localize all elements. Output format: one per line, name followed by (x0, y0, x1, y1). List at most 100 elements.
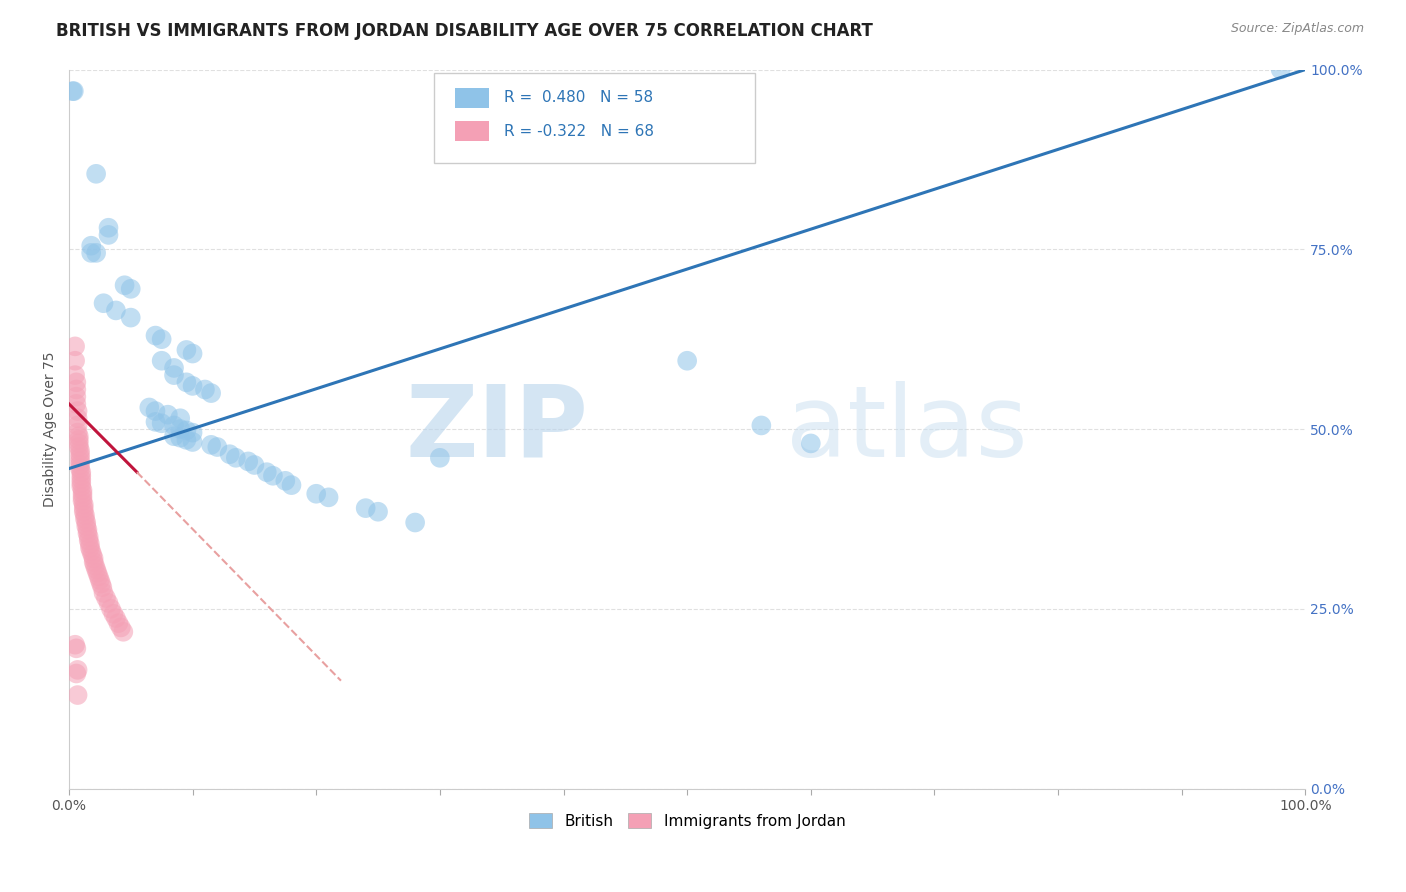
Point (225, 450, 247, 465)
Point (75, 519, 97, 533)
Point (63, 84, 86, 98)
Point (66, 425, 89, 440)
Point (89, 573, 111, 587)
Point (70, 472, 93, 486)
Point (67, 436, 90, 450)
Text: Source: ZipAtlas.com: Source: ZipAtlas.com (1230, 22, 1364, 36)
Point (80, 246, 103, 260)
Point (218, 447, 240, 461)
Point (72, 483, 94, 498)
Point (150, 417, 173, 431)
Text: R =  0.480   N = 58: R = 0.480 N = 58 (505, 90, 654, 105)
Point (66, 418, 89, 433)
Legend: British, Immigrants from Jordan: British, Immigrants from Jordan (523, 806, 852, 835)
Point (84, 246, 107, 260)
Point (70, 468, 93, 483)
FancyBboxPatch shape (433, 73, 755, 163)
Point (69, 450, 91, 465)
Point (83, 551, 105, 566)
Point (676, 353, 699, 368)
Point (318, 491, 340, 505)
Point (65, 641, 87, 656)
Point (84, 167, 107, 181)
Point (69, 454, 91, 468)
Point (77, 533, 100, 548)
Point (91, 580, 114, 594)
Point (749, 418, 772, 433)
Point (156, 408, 179, 422)
Point (63, 368, 86, 383)
Point (112, 624, 135, 639)
Point (65, 390, 87, 404)
Point (69, 461, 91, 475)
Point (163, 418, 186, 433)
Point (80, 544, 103, 558)
Point (73, 498, 96, 512)
Point (305, 487, 328, 501)
Point (72, 487, 94, 501)
Point (243, 458, 266, 472)
Point (83, 555, 105, 569)
Point (76, 526, 98, 541)
Point (69, 443, 91, 458)
Point (76, 523, 98, 537)
Text: atlas: atlas (786, 381, 1028, 477)
Point (75, 516, 97, 530)
Point (63, 638, 86, 652)
Point (114, 278, 136, 293)
Point (176, 433, 198, 447)
Text: R = -0.322   N = 68: R = -0.322 N = 68 (505, 124, 654, 139)
Point (77, 530, 100, 544)
Point (66, 663, 89, 677)
Point (97, 596, 120, 610)
Point (207, 440, 229, 454)
Point (69, 447, 91, 461)
Point (120, 282, 142, 296)
Point (67, 440, 90, 454)
Point (66, 404, 89, 418)
Point (104, 611, 127, 625)
Point (67, 433, 90, 447)
Point (176, 343, 198, 357)
Y-axis label: Disability Age Over 75: Disability Age Over 75 (44, 351, 58, 507)
Point (176, 424, 198, 438)
Point (145, 404, 167, 418)
Point (169, 411, 191, 425)
Point (194, 383, 217, 397)
Point (67, 429, 90, 443)
Text: ZIP: ZIP (405, 381, 588, 477)
Point (200, 438, 222, 452)
Point (93, 586, 115, 600)
Point (79, 541, 101, 555)
Point (181, 434, 204, 449)
Point (181, 379, 204, 393)
Point (100, 601, 122, 615)
Point (169, 431, 191, 445)
Point (262, 468, 284, 483)
Point (181, 346, 204, 360)
Point (150, 332, 173, 346)
Point (65, 376, 87, 390)
Point (429, 450, 451, 465)
Point (256, 465, 278, 479)
Point (63, 339, 86, 353)
Point (97, 227, 120, 242)
Point (280, 478, 302, 492)
Point (65, 666, 87, 681)
FancyBboxPatch shape (454, 121, 489, 142)
Point (120, 310, 142, 325)
Point (800, 436, 823, 450)
Point (169, 422, 191, 436)
Point (354, 501, 377, 516)
Point (367, 505, 389, 519)
Point (80, 238, 103, 252)
Point (97, 220, 120, 235)
FancyBboxPatch shape (454, 87, 489, 108)
Point (145, 328, 167, 343)
Point (163, 360, 186, 375)
Point (82, 548, 104, 562)
Point (65, 397, 87, 411)
Text: BRITISH VS IMMIGRANTS FROM JORDAN DISABILITY AGE OVER 75 CORRELATION CHART: BRITISH VS IMMIGRANTS FROM JORDAN DISABI… (56, 22, 873, 40)
Point (79, 537, 101, 551)
Point (145, 415, 167, 429)
